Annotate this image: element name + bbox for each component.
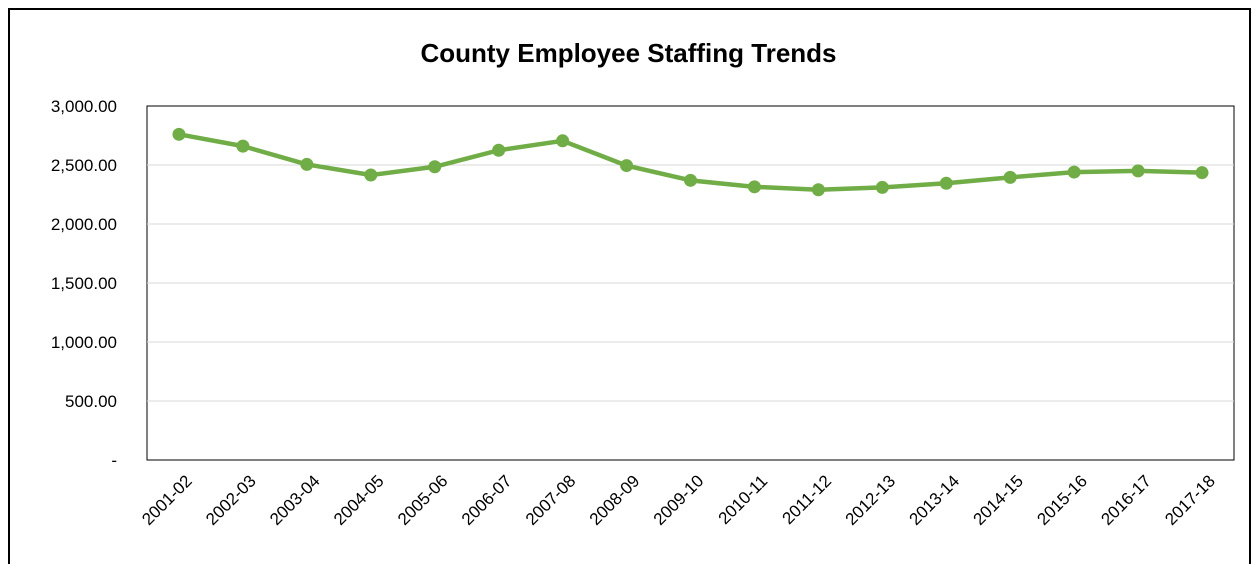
y-tick-label: 3,000.00	[51, 97, 117, 116]
y-tick-label: 2,500.00	[51, 156, 117, 175]
x-tick-label: 2006-07	[458, 471, 516, 529]
data-point	[300, 157, 314, 171]
x-tick-label: 2014-15	[969, 471, 1027, 529]
data-point	[1195, 166, 1209, 180]
data-point	[875, 180, 889, 194]
data-point	[747, 180, 761, 194]
data-point	[620, 159, 634, 173]
x-tick-label: 2016-17	[1097, 471, 1155, 529]
data-point	[428, 160, 442, 174]
y-tick-label: 2,000.00	[51, 215, 117, 234]
x-tick-label: 2017-18	[1161, 471, 1219, 529]
x-tick-label: 2013-14	[906, 471, 964, 529]
y-tick-label: 1,000.00	[51, 333, 117, 352]
y-tick-label: 500.00	[65, 392, 117, 411]
data-point	[556, 134, 570, 148]
x-tick-label: 2010-11	[715, 471, 772, 528]
data-point	[684, 173, 697, 187]
x-tick-label: 2004-05	[330, 471, 388, 529]
data-point	[811, 183, 825, 197]
data-point	[1131, 164, 1145, 178]
x-tick-label: 2001-02	[138, 471, 196, 529]
x-tick-label: 2009-10	[650, 471, 708, 529]
x-tick-label: 2003-04	[266, 471, 324, 529]
data-point	[236, 139, 250, 153]
data-point	[1067, 165, 1081, 179]
data-point	[172, 127, 186, 141]
chart-title: County Employee Staffing Trends	[420, 38, 837, 68]
data-point	[492, 143, 506, 157]
x-tick-label: 2011-12	[779, 471, 836, 528]
data-point	[364, 168, 378, 182]
x-tick-label: 2007-08	[522, 471, 580, 529]
x-tick-label: 2015-16	[1033, 471, 1091, 529]
data-point	[939, 176, 953, 190]
data-point	[1003, 170, 1017, 184]
x-tick-label: 2002-03	[202, 471, 260, 529]
chart-frame	[8, 8, 1251, 564]
x-tick-label: 2005-06	[394, 471, 452, 529]
y-tick-label: -	[111, 451, 117, 470]
x-tick-label: 2012-13	[842, 471, 900, 529]
y-tick-label: 1,500.00	[51, 274, 117, 293]
x-tick-label: 2008-09	[586, 471, 644, 529]
